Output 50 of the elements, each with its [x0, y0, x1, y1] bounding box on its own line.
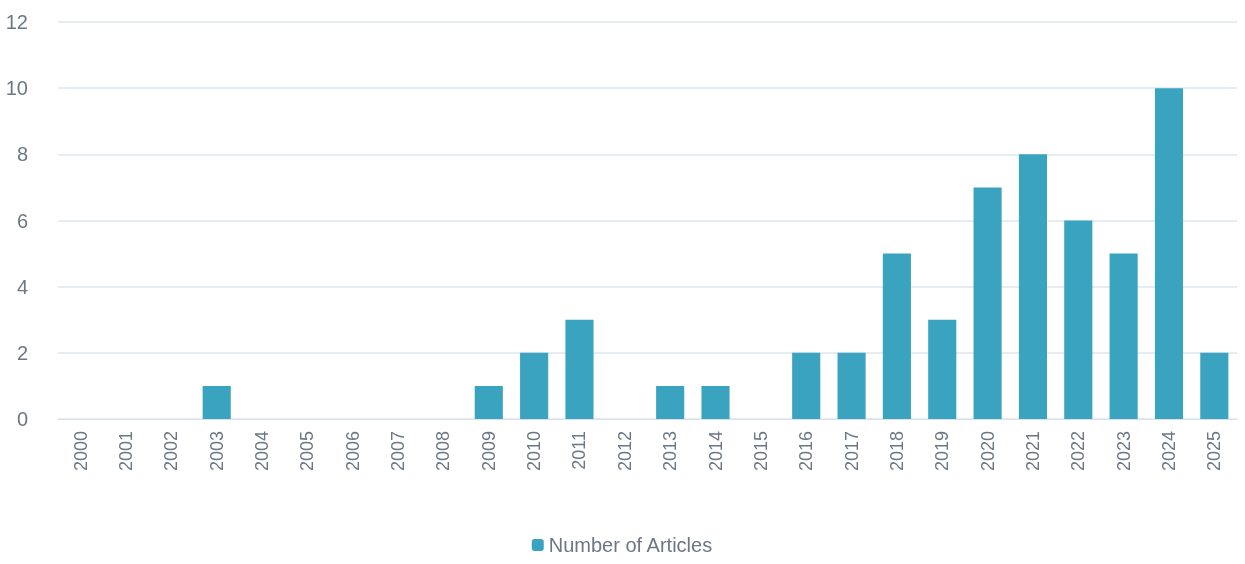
- y-tick-label: 8: [16, 143, 28, 166]
- x-tick-label: 2012: [614, 431, 635, 472]
- x-tick-label: 2017: [841, 431, 862, 472]
- bar: [701, 385, 730, 419]
- bar: [928, 319, 957, 419]
- x-tick-label: 2005: [297, 431, 318, 472]
- x-tick-label: 2007: [388, 431, 409, 472]
- x-tick-label: 2000: [70, 431, 91, 472]
- x-tick-label: 2018: [886, 431, 907, 472]
- x-tick-label: 2003: [206, 431, 227, 472]
- bar: [202, 385, 231, 419]
- bar: [1154, 88, 1184, 419]
- x-tick-label: 2020: [977, 431, 998, 472]
- x-tick-label: 2025: [1204, 431, 1225, 472]
- bar: [1109, 253, 1138, 419]
- x-tick-label: 2001: [116, 431, 137, 472]
- x-tick-label: 2015: [750, 431, 771, 472]
- y-tick-label: 2: [16, 341, 28, 364]
- x-tick-label: 2009: [478, 431, 499, 472]
- legend-label: Number of Articles: [548, 534, 713, 556]
- bar: [973, 187, 1002, 419]
- x-tick-label: 2024: [1158, 431, 1179, 472]
- y-tick-label: 10: [5, 77, 28, 100]
- x-tick-label: 2002: [161, 431, 182, 472]
- y-tick-label: 4: [16, 275, 28, 298]
- x-tick-label: 2016: [796, 431, 817, 472]
- x-tick-label: 2013: [660, 431, 681, 472]
- bar: [1200, 352, 1229, 419]
- x-tick-label: 2022: [1068, 431, 1089, 472]
- y-tick-label: 6: [16, 209, 28, 232]
- x-tick-label: 2021: [1022, 431, 1043, 472]
- x-tick-label: 2008: [433, 431, 454, 472]
- bar: [656, 385, 685, 419]
- y-tick-label: 0: [16, 408, 28, 430]
- x-tick-label: 2019: [932, 431, 953, 472]
- x-tick-label: 2004: [252, 431, 273, 472]
- bar: [474, 385, 503, 419]
- x-tick-label: 2023: [1113, 431, 1134, 472]
- bar: [1018, 154, 1047, 419]
- y-tick-label: 12: [5, 11, 28, 33]
- bar: [1064, 220, 1093, 419]
- bar: [792, 352, 821, 419]
- bar: [565, 319, 594, 419]
- x-tick-label: 2011: [569, 431, 590, 470]
- x-tick-label: 2006: [342, 431, 363, 472]
- bar: [520, 352, 549, 419]
- x-tick-label: 2010: [524, 431, 545, 472]
- x-tick-label: 2014: [705, 431, 726, 472]
- bar: [882, 253, 911, 419]
- bar: [837, 352, 866, 419]
